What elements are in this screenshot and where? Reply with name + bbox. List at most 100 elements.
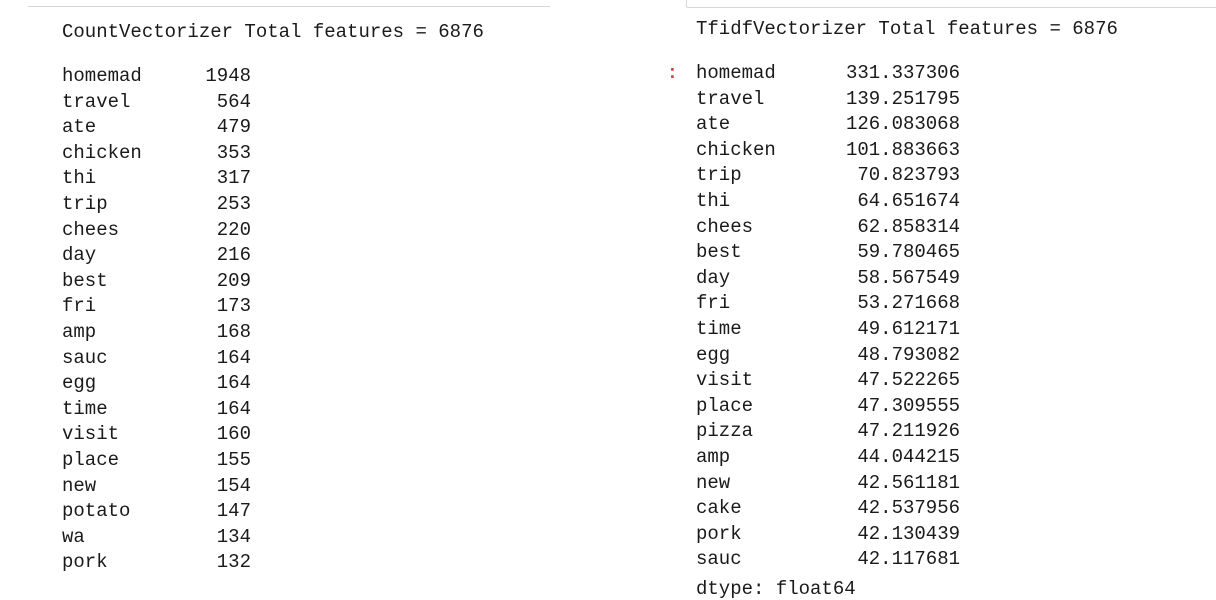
count-value: 479 xyxy=(216,116,251,139)
count-vectorizer-output-cell: CountVectorizer Total features = 6876 ho… xyxy=(0,0,560,593)
count-row: potato 147 xyxy=(62,499,362,525)
tfidf-value: 101.883663 xyxy=(845,138,960,161)
count-term: visit xyxy=(62,423,120,446)
count-value: 353 xyxy=(216,141,251,164)
tfidf-vectorizer-title: TfidfVectorizer Total features = 6876 xyxy=(696,18,1118,40)
tfidf-value: 48.793082 xyxy=(857,343,960,366)
tfidf-term: amp xyxy=(696,445,731,468)
count-row: travel 564 xyxy=(62,90,362,116)
count-row: chicken 353 xyxy=(62,141,362,167)
count-row: sauc 164 xyxy=(62,346,362,372)
tfidf-term: cake xyxy=(696,497,742,520)
count-row: trip 253 xyxy=(62,192,362,218)
cell-divider xyxy=(28,6,550,7)
tfidf-value: 58.567549 xyxy=(857,266,960,289)
tfidf-term: egg xyxy=(696,343,731,366)
tfidf-value: 47.211926 xyxy=(857,420,960,443)
tfidf-term: chicken xyxy=(696,138,776,161)
count-term: amp xyxy=(62,320,97,343)
tfidf-row: day 58.567549 xyxy=(696,266,996,292)
tfidf-row: chees 62.858314 xyxy=(696,215,996,241)
count-term: thi xyxy=(62,167,97,190)
count-term: ate xyxy=(62,116,97,139)
tfidf-row: pork 42.130439 xyxy=(696,522,996,548)
count-value: 1948 xyxy=(205,65,251,87)
count-row: pork 132 xyxy=(62,550,362,576)
count-term: best xyxy=(62,269,108,292)
count-row: best 209 xyxy=(62,269,362,295)
tfidf-value: 70.823793 xyxy=(857,164,960,187)
count-value: 564 xyxy=(216,90,251,113)
count-term: day xyxy=(62,244,97,267)
tfidf-term: thi xyxy=(696,189,731,212)
tfidf-vectorizer-output-cell: TfidfVectorizer Total features = 6876 ho… xyxy=(640,0,1216,593)
tfidf-value: 42.117681 xyxy=(857,548,960,571)
tfidf-value: 64.651674 xyxy=(857,189,960,212)
count-value: 164 xyxy=(216,372,251,395)
tfidf-term: day xyxy=(696,266,731,289)
tfidf-row: pizza 47.211926 xyxy=(696,419,996,445)
count-term: egg xyxy=(62,372,97,395)
truncated-dtype-line: dtype: float64 xyxy=(696,578,856,600)
count-value: 160 xyxy=(216,423,251,446)
tfidf-term: new xyxy=(696,471,731,494)
tfidf-term: ate xyxy=(696,113,731,136)
tfidf-row: ate 126.083068 xyxy=(696,112,996,138)
tfidf-value: 44.044215 xyxy=(857,445,960,468)
output-prompt-marker[interactable]: : xyxy=(667,64,678,84)
tfidf-row: visit 47.522265 xyxy=(696,368,996,394)
count-value: 317 xyxy=(216,167,251,190)
tfidf-term: chees xyxy=(696,215,754,238)
count-term: pork xyxy=(62,551,108,574)
cell-border xyxy=(686,0,1216,8)
tfidf-row: homemad 331.337306 xyxy=(696,61,996,87)
tfidf-term: pizza xyxy=(696,420,754,443)
count-row: place 155 xyxy=(62,448,362,474)
count-value: 132 xyxy=(216,551,251,574)
count-term: trip xyxy=(62,192,108,215)
tfidf-value: 49.612171 xyxy=(857,317,960,340)
count-value: 168 xyxy=(216,320,251,343)
count-value: 173 xyxy=(216,295,251,318)
count-row: thi 317 xyxy=(62,166,362,192)
tfidf-vectorizer-series: homemad 331.337306 travel 139.251795 ate 126.… xyxy=(696,61,996,573)
count-row: wa 134 xyxy=(62,525,362,551)
count-row: egg 164 xyxy=(62,371,362,397)
count-term: place xyxy=(62,448,120,471)
tfidf-row: chicken 101.883663 xyxy=(696,138,996,164)
count-value: 154 xyxy=(216,474,251,497)
count-row: new 154 xyxy=(62,474,362,500)
tfidf-row: new 42.561181 xyxy=(696,471,996,497)
count-value: 253 xyxy=(216,192,251,215)
tfidf-row: fri 53.271668 xyxy=(696,291,996,317)
count-term: potato xyxy=(62,500,131,523)
tfidf-value: 47.522265 xyxy=(857,369,960,392)
tfidf-term: visit xyxy=(696,369,754,392)
tfidf-term: place xyxy=(696,394,754,417)
count-term: chees xyxy=(62,218,120,241)
tfidf-value: 47.309555 xyxy=(857,394,960,417)
count-term: new xyxy=(62,474,97,497)
count-value: 134 xyxy=(216,525,251,548)
tfidf-row: cake 42.537956 xyxy=(696,496,996,522)
tfidf-value: 42.561181 xyxy=(857,471,960,494)
count-value: 155 xyxy=(216,448,251,471)
tfidf-row: thi 64.651674 xyxy=(696,189,996,215)
count-value: 164 xyxy=(216,346,251,369)
count-value: 147 xyxy=(216,500,251,523)
count-term: travel xyxy=(62,90,131,113)
tfidf-row: travel 139.251795 xyxy=(696,87,996,113)
count-value: 220 xyxy=(216,218,251,241)
tfidf-value: 59.780465 xyxy=(857,241,960,264)
tfidf-row: place 47.309555 xyxy=(696,394,996,420)
tfidf-value: 126.083068 xyxy=(845,113,960,136)
tfidf-value: 331.337306 xyxy=(845,62,960,84)
count-term: sauc xyxy=(62,346,108,369)
count-row: fri 173 xyxy=(62,294,362,320)
count-term: fri xyxy=(62,295,97,318)
tfidf-row: best 59.780465 xyxy=(696,240,996,266)
tfidf-term: best xyxy=(696,241,742,264)
tfidf-value: 139.251795 xyxy=(845,87,960,110)
tfidf-value: 42.130439 xyxy=(857,522,960,545)
count-vectorizer-series: homemad 1948 travel 564 ate 479 chicken 353 thi 3… xyxy=(62,64,362,576)
